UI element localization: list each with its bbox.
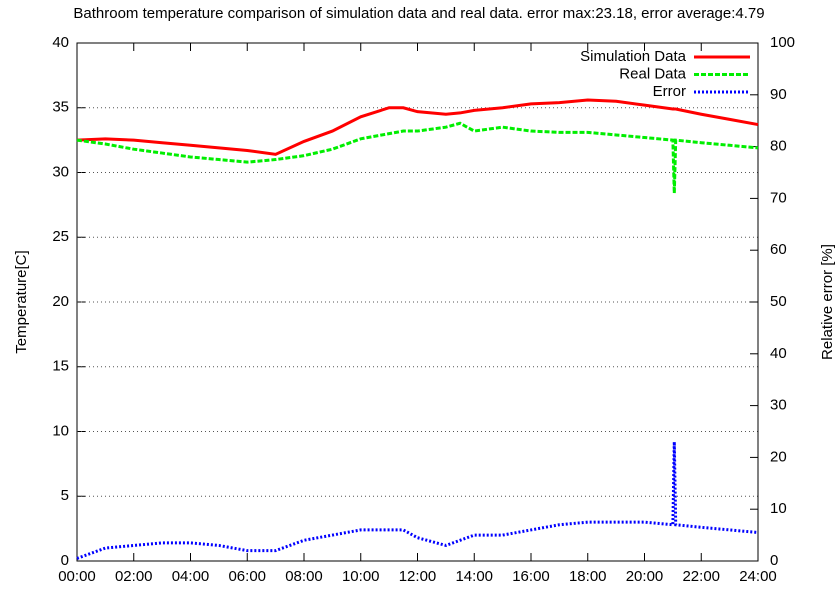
x-tick-label: 24:00 [739,568,777,585]
y-tick-label: 35 [52,99,69,116]
y2-tick-label: 100 [770,34,795,51]
x-tick-label: 04:00 [172,568,210,585]
y2-axis-label: Relative error [%] [819,244,836,360]
y2-tick-label: 90 [770,86,787,103]
y-tick-label: 30 [52,163,69,180]
x-tick-label: 08:00 [285,568,323,585]
legend-label: Error [653,83,686,100]
x-tick-label: 10:00 [342,568,380,585]
y2-tick-label: 30 [770,397,787,414]
x-tick-label: 20:00 [626,568,664,585]
series-line [76,441,759,560]
y2-tick-label: 50 [770,293,787,310]
x-tick-label: 02:00 [115,568,153,585]
series-line [76,98,759,156]
y-tick-label: 40 [52,34,69,51]
legend-label: Simulation Data [580,48,687,65]
chart-title: Bathroom temperature comparison of simul… [73,5,764,22]
x-tick-label: 00:00 [58,568,96,585]
y-tick-label: 20 [52,293,69,310]
y2-tick-label: 40 [770,345,787,362]
x-tick-label: 12:00 [399,568,437,585]
y-tick-label: 25 [52,228,69,245]
y2-tick-label: 20 [770,448,787,465]
y-axis-label: Temperature[C] [13,250,30,353]
plot-frame [76,42,759,562]
x-tick-label: 22:00 [682,568,720,585]
y-tick-label: 5 [61,487,69,504]
y2-tick-label: 70 [770,189,787,206]
y2-tick-label: 10 [770,500,787,517]
y-tick-label: 0 [61,552,69,569]
legend-label: Real Data [619,65,686,82]
y2-tick-label: 80 [770,138,787,155]
x-tick-label: 14:00 [455,568,493,585]
y2-tick-label: 0 [770,552,778,569]
y-tick-label: 10 [52,422,69,439]
series-line [76,121,759,194]
y-tick-label: 15 [52,358,69,375]
y2-tick-label: 60 [770,241,787,258]
x-tick-label: 06:00 [228,568,266,585]
x-tick-label: 18:00 [569,568,607,585]
x-tick-label: 16:00 [512,568,550,585]
